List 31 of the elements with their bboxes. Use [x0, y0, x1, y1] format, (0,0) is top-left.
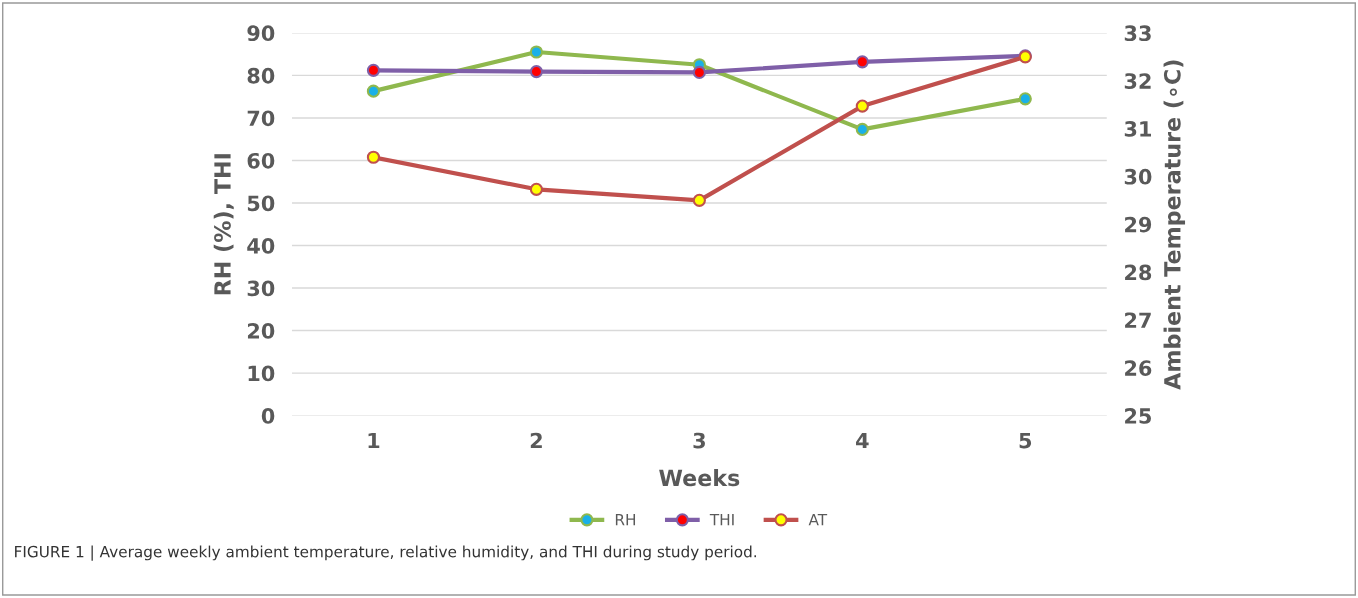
y2-tick-label: 29 — [1125, 216, 1152, 233]
legend-label: AT — [808, 514, 828, 526]
caption: FIGURE 1 | Average weekly ambient temperature, relative humidity, and THI during study period. — [15, 545, 757, 561]
y2-axis-title: Ambient Temperature (∘C) — [1163, 60, 1186, 390]
y-tick-label: 30 — [247, 280, 275, 297]
y2-tick-label: 32 — [1124, 73, 1151, 89]
y2-tick-label: 33 — [1124, 25, 1151, 42]
x-tick-label: 4 — [856, 432, 869, 449]
y2-tick-label: 26 — [1125, 360, 1152, 376]
y-axis-title: RH (%), THI — [213, 154, 234, 295]
legend-label: THI — [709, 514, 734, 526]
y-tick-label: 40 — [247, 237, 275, 254]
y-tick-label: 10 — [248, 365, 275, 382]
y-tick-label: 50 — [247, 195, 275, 212]
y-tick-label: 90 — [247, 25, 275, 42]
y2-tick-label: 25 — [1125, 408, 1151, 424]
y2-tick-label: 28 — [1125, 264, 1152, 281]
y2-tick-label: 27 — [1125, 312, 1151, 328]
x-tick-label: 1 — [368, 432, 380, 449]
y-tick-label: 20 — [247, 323, 275, 339]
y2-tick-label: 31 — [1124, 121, 1151, 137]
x-axis-title: Weeks — [659, 469, 740, 487]
x-tick-label: 2 — [530, 432, 542, 449]
x-tick-label: 5 — [1019, 432, 1032, 449]
legend-label: RH — [615, 514, 636, 526]
y-tick-label: 60 — [247, 152, 275, 169]
y-tick-label: 70 — [247, 110, 275, 127]
y-tick-label: 0 — [261, 408, 275, 424]
x-tick-label: 3 — [693, 432, 705, 449]
y2-tick-label: 30 — [1124, 168, 1152, 185]
y-tick-label: 80 — [247, 67, 275, 84]
